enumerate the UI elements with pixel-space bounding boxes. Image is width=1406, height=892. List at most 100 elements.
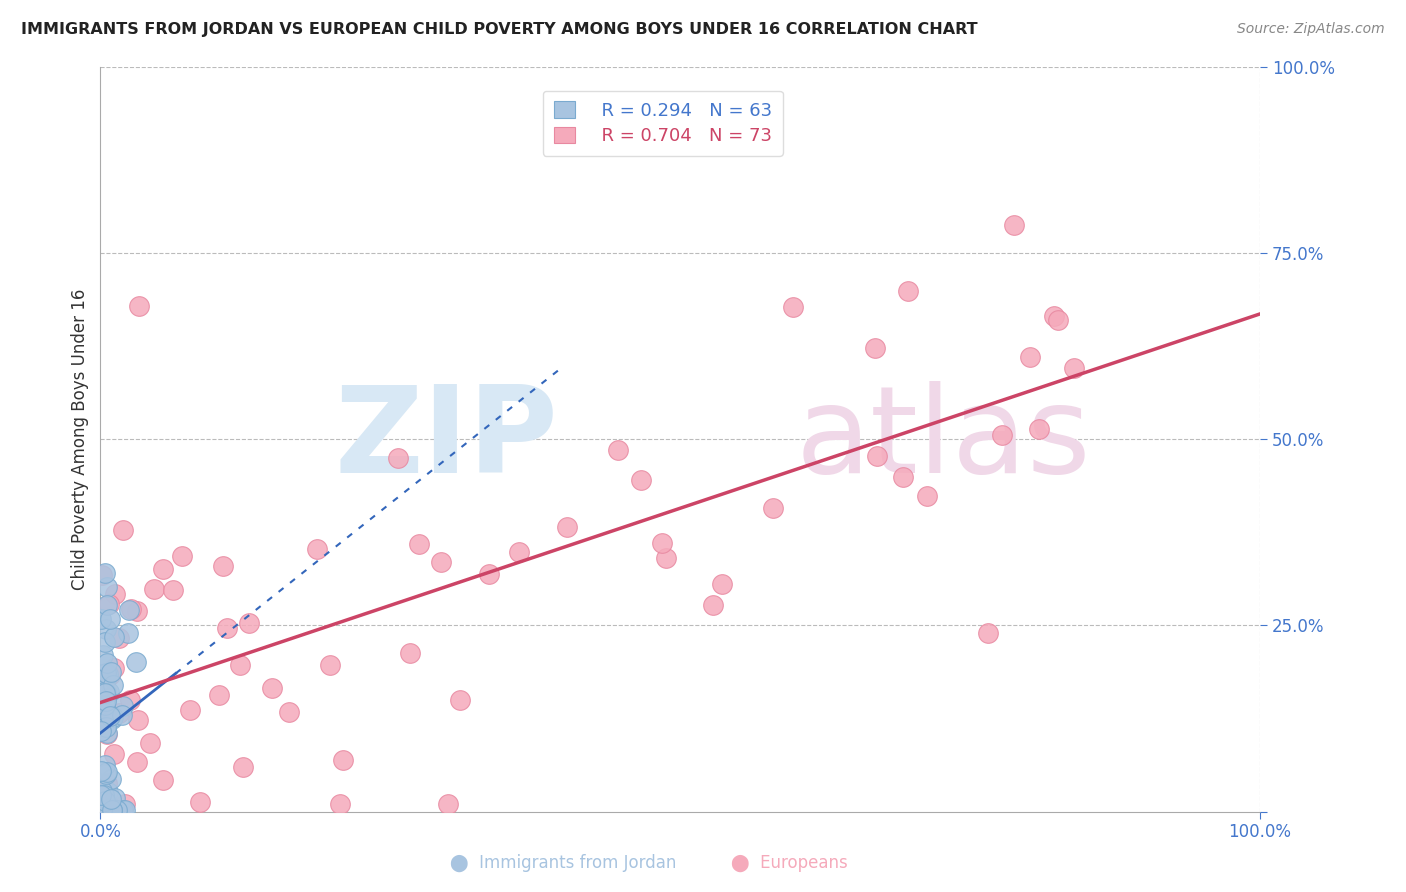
Point <box>90 567 112 582</box>
Point <box>260 681 283 695</box>
Text: IMMIGRANTS FROM JORDAN VS EUROPEAN CHILD POVERTY AMONG BOYS UNDER 16 CORRELATION: IMMIGRANTS FROM JORDAN VS EUROPEAN CHILD… <box>21 22 977 37</box>
Point <box>94 622 117 636</box>
Point <box>430 555 453 569</box>
Point <box>98 612 121 626</box>
Point <box>1028 422 1050 436</box>
Point <box>90 724 112 739</box>
Point <box>93 788 115 802</box>
Point <box>91 680 114 694</box>
Point <box>103 710 125 724</box>
Point <box>100 803 122 817</box>
Point <box>229 657 252 672</box>
Point <box>606 443 628 458</box>
Point <box>188 795 211 809</box>
Point <box>111 699 134 714</box>
Point <box>90 612 112 626</box>
Point <box>399 646 422 660</box>
Point <box>90 789 112 803</box>
Point <box>915 489 938 503</box>
Point <box>101 712 124 726</box>
Point <box>94 694 117 708</box>
Point <box>90 764 112 779</box>
Point <box>104 791 127 805</box>
Point <box>94 720 117 734</box>
Point <box>96 785 118 799</box>
Point <box>100 665 122 680</box>
Point <box>94 665 117 680</box>
Point <box>96 775 118 789</box>
Point <box>94 757 117 772</box>
Text: ⬤  Immigrants from Jordan: ⬤ Immigrants from Jordan <box>450 855 676 872</box>
Point <box>96 726 118 740</box>
Point <box>630 474 652 488</box>
Point <box>555 519 578 533</box>
Point <box>103 630 125 644</box>
Point <box>97 803 120 817</box>
Point <box>117 626 139 640</box>
Point <box>125 655 148 669</box>
Point <box>97 711 120 725</box>
Point <box>782 300 804 314</box>
Point <box>238 616 260 631</box>
Point <box>104 587 127 601</box>
Point <box>125 755 148 769</box>
Point <box>977 625 1000 640</box>
Point <box>897 284 920 298</box>
Point <box>142 582 165 597</box>
Point <box>105 803 128 817</box>
Point <box>108 631 131 645</box>
Point <box>208 688 231 702</box>
Point <box>114 797 136 811</box>
Point <box>96 580 118 594</box>
Legend:   R = 0.294   N = 63,   R = 0.704   N = 73: R = 0.294 N = 63, R = 0.704 N = 73 <box>543 90 783 156</box>
Point <box>114 803 136 817</box>
Point <box>100 772 122 787</box>
Point <box>436 797 458 811</box>
Point <box>319 657 342 672</box>
Point <box>96 706 118 720</box>
Text: Source: ZipAtlas.com: Source: ZipAtlas.com <box>1237 22 1385 37</box>
Point <box>139 735 162 749</box>
Point <box>891 470 914 484</box>
Point <box>863 341 886 355</box>
Point <box>93 684 115 698</box>
Point <box>98 597 121 611</box>
Point <box>329 797 352 811</box>
Point <box>91 797 114 811</box>
Point <box>103 661 125 675</box>
Point <box>478 566 501 581</box>
Point <box>91 784 114 798</box>
Point <box>103 803 125 817</box>
Point <box>710 576 733 591</box>
Point <box>90 787 112 801</box>
Point <box>127 605 149 619</box>
Point <box>762 500 785 515</box>
Point <box>118 693 141 707</box>
Text: ZIP: ZIP <box>335 381 558 498</box>
Point <box>1063 360 1085 375</box>
Point <box>93 803 115 817</box>
Point <box>651 536 673 550</box>
Point <box>866 449 889 463</box>
Point <box>96 767 118 781</box>
Point <box>111 707 134 722</box>
Point <box>170 549 193 563</box>
Point <box>96 797 118 811</box>
Point <box>97 797 120 811</box>
Point <box>991 428 1014 442</box>
Point <box>1018 351 1040 365</box>
Point <box>94 794 117 808</box>
Point <box>101 678 124 692</box>
Point <box>93 698 115 712</box>
Point <box>108 706 131 720</box>
Point <box>93 566 115 581</box>
Point <box>332 753 354 767</box>
Point <box>111 803 134 817</box>
Point <box>101 803 124 817</box>
Point <box>217 621 239 635</box>
Point <box>96 686 118 700</box>
Point <box>120 602 142 616</box>
Point <box>93 635 115 649</box>
Point <box>449 693 471 707</box>
Point <box>96 727 118 741</box>
